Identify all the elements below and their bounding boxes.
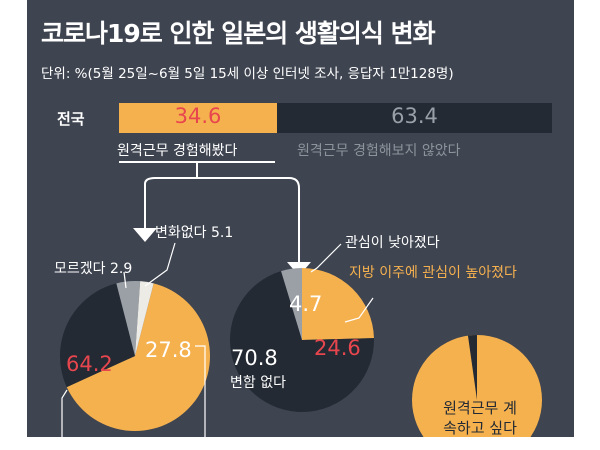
pie-charts xyxy=(59,161,542,437)
bar-category-label: 전국 xyxy=(57,110,85,128)
leader-interest-lower xyxy=(310,243,342,273)
label-interest-higher: 지방 이주에 관심이 높아졌다 xyxy=(349,265,517,281)
connector-branch xyxy=(144,177,300,262)
pie2-slice-1 xyxy=(229,271,374,413)
chart-title: 코로나19로 인한 일본의 생활의식 변화 xyxy=(41,19,436,48)
label-dont-know-text: 모르겠다 xyxy=(54,261,106,277)
infographic-panel: 코로나19로 인한 일본의 생활의식 변화 단위: %(5월 25일~6월 5일… xyxy=(27,0,574,437)
pie1-value-27-8: 27.8 xyxy=(145,338,192,362)
leader-interest-higher xyxy=(344,297,374,323)
leader-dont-know xyxy=(123,271,127,289)
label-no-change-value: 5.1 xyxy=(210,225,234,241)
label-no-change: 변화없다 5.1 xyxy=(155,222,233,242)
bar-value-remote-no: 63.4 xyxy=(391,104,438,128)
leader-pie1-accent xyxy=(61,389,68,437)
bar-value-remote-yes: 34.6 xyxy=(174,104,222,128)
pie1-slice-3 xyxy=(135,281,154,356)
label-interest-lower: 관심이 낮아졌다 xyxy=(345,235,440,251)
label-dont-know-value: 2.9 xyxy=(109,261,133,277)
legend-remote-no: 원격근무 경험해보지 않았다 xyxy=(297,143,461,159)
pie3-slice-1 xyxy=(467,335,477,400)
bar-segment-remote-yes xyxy=(119,103,277,133)
leader-pie1-dark xyxy=(195,345,206,437)
label-no-change-2: 변함 없다 xyxy=(230,375,286,391)
arrowhead-left xyxy=(133,228,157,242)
pie1-slice-2 xyxy=(116,281,141,356)
pie2-value-4-7: 4.7 xyxy=(289,292,323,316)
chart-subtitle: 단위: %(5월 25일~6월 5일 15세 이상 인터넷 조사, 응답자 1만… xyxy=(41,66,454,82)
pie2-value-24-6: 24.6 xyxy=(314,336,361,360)
pie1-slice-0 xyxy=(66,283,210,432)
label-no-change-text: 변화없다 xyxy=(155,225,207,241)
pie1-slice-1 xyxy=(59,283,136,388)
pie1-value-64-2: 64.2 xyxy=(66,352,113,376)
leader-no-change xyxy=(144,242,176,287)
pie2-slice-2 xyxy=(281,268,302,340)
legend-remote-yes: 원격근무 경험해봤다 xyxy=(117,143,238,159)
pie2-value-70-8: 70.8 xyxy=(231,346,278,370)
bar-segment-remote-no xyxy=(277,103,552,133)
label-continue-remote: 원격근무 계속하고 싶다 xyxy=(443,399,517,437)
label-dont-know: 모르겠다 2.9 xyxy=(54,258,132,278)
pie2-slice-0 xyxy=(302,268,374,340)
